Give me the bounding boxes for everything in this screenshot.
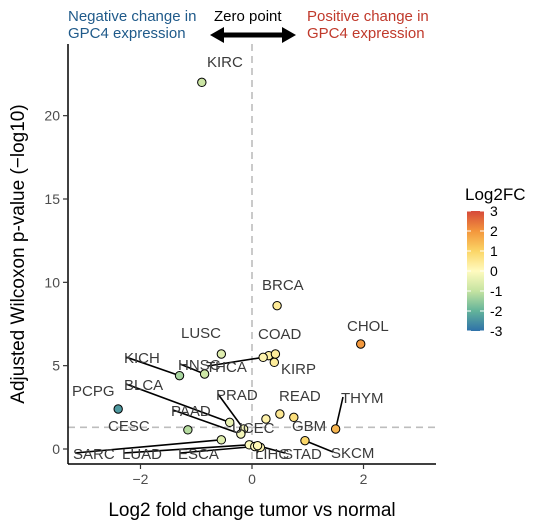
data-point-skcm bbox=[300, 435, 310, 446]
label-connector bbox=[217, 393, 245, 430]
data-point-blca bbox=[224, 417, 235, 428]
label-connector bbox=[334, 396, 344, 430]
y-tick-label: 20 bbox=[44, 108, 60, 124]
data-point-lusc2 bbox=[289, 412, 299, 423]
label-connector bbox=[74, 439, 222, 454]
label-connector bbox=[125, 356, 180, 377]
data-point-thym bbox=[330, 424, 341, 434]
label-connector bbox=[304, 439, 334, 453]
data-point-kich bbox=[174, 370, 185, 381]
zero-arrow-left-head bbox=[210, 27, 224, 43]
negative-annotation-line-2: GPC4 expression bbox=[68, 25, 186, 42]
label-connector bbox=[125, 383, 230, 424]
y-tick-label: 10 bbox=[44, 274, 60, 290]
data-point-chol bbox=[356, 339, 366, 349]
point-label-kirp: KIRP bbox=[281, 361, 316, 378]
x-axis-title: Log2 fold change tumor vs normal bbox=[108, 500, 395, 521]
legend-tick-label: 3 bbox=[490, 203, 498, 219]
legend-color-bar bbox=[467, 211, 484, 331]
data-point-kirp bbox=[269, 357, 280, 368]
x-tick-label: −2 bbox=[133, 471, 149, 487]
x-tick-label: 0 bbox=[248, 471, 256, 487]
point-label-prad: PRAD bbox=[216, 387, 258, 404]
point-label-stad: STAD bbox=[283, 446, 322, 463]
point-label-thca: THCA bbox=[206, 359, 247, 376]
data-point-pcpg bbox=[113, 404, 123, 414]
legend-title: Log2FC bbox=[465, 185, 525, 204]
point-label-lusc: LUSC bbox=[181, 325, 221, 342]
positive-change-annotation: Positive change in GPC4 expression bbox=[307, 8, 429, 42]
y-tick-label: 0 bbox=[52, 441, 60, 457]
point-label-paad: PAAD bbox=[171, 403, 211, 420]
zero-point-annotation: Zero point bbox=[214, 8, 282, 25]
point-label-blca: BLCA bbox=[124, 377, 163, 394]
negative-change-annotation: Negative change in GPC4 expression bbox=[68, 8, 196, 42]
point-label-ucec: UCEC bbox=[232, 420, 275, 437]
data-point-thca bbox=[258, 352, 268, 363]
point-label-lihc: LIHC bbox=[255, 446, 289, 463]
point-label-read: READ bbox=[279, 388, 321, 405]
point-label-coad: COAD bbox=[258, 326, 302, 343]
data-point-hnsc bbox=[199, 369, 210, 379]
x-tick-label: 2 bbox=[360, 471, 368, 487]
point-label-sarc: SARC bbox=[73, 446, 115, 463]
point-label-kirc: KIRC bbox=[207, 54, 243, 71]
point-label-hnsc: HNSC bbox=[178, 357, 221, 374]
point-label-kich: KICH bbox=[124, 350, 160, 367]
point-label-esca: ESCA bbox=[178, 446, 219, 463]
point-label-skcm: SKCM bbox=[331, 445, 374, 462]
data-point-brca bbox=[272, 300, 282, 311]
point-label-cesc: CESC bbox=[108, 418, 150, 435]
point-label-gbm: GBM bbox=[292, 418, 326, 435]
legend-tick-label: 2 bbox=[490, 223, 498, 239]
data-point-paad bbox=[236, 429, 246, 439]
data-point-gbm bbox=[275, 409, 285, 419]
legend-tick-label: 1 bbox=[490, 243, 498, 259]
legend-tick-label: -3 bbox=[490, 323, 503, 339]
y-axis-title: Adjusted Wilcoxon p-value (−log10) bbox=[8, 104, 29, 403]
positive-annotation-line-1: Positive change in bbox=[307, 8, 429, 25]
data-point-ucec bbox=[261, 414, 271, 424]
data-point-cesc bbox=[183, 425, 193, 435]
label-connector bbox=[207, 356, 264, 367]
data-point-lusc bbox=[216, 349, 227, 359]
positive-annotation-line-2: GPC4 expression bbox=[307, 25, 425, 42]
zero-arrow-right-head bbox=[282, 27, 296, 43]
y-tick-label: 15 bbox=[44, 191, 60, 207]
data-point-kirc bbox=[197, 77, 207, 88]
point-label-chol: CHOL bbox=[347, 318, 389, 335]
point-label-pcpg: PCPG bbox=[72, 383, 115, 400]
data-point-read bbox=[270, 349, 281, 359]
label-connector bbox=[172, 409, 242, 435]
y-tick-label: 5 bbox=[52, 358, 60, 374]
label-connector bbox=[179, 445, 255, 454]
data-point-stad bbox=[252, 440, 263, 451]
legend-tick-label: 0 bbox=[490, 263, 498, 279]
label-connector bbox=[123, 444, 250, 454]
point-label-brca: BRCA bbox=[262, 277, 304, 294]
legend-tick-label: -1 bbox=[490, 283, 503, 299]
point-label-luad: LUAD bbox=[122, 446, 162, 463]
negative-annotation-line-1: Negative change in bbox=[68, 8, 197, 25]
data-point-sarc bbox=[216, 435, 227, 445]
legend-tick-label: -2 bbox=[490, 303, 503, 319]
point-label-thym: THYM bbox=[341, 390, 384, 407]
